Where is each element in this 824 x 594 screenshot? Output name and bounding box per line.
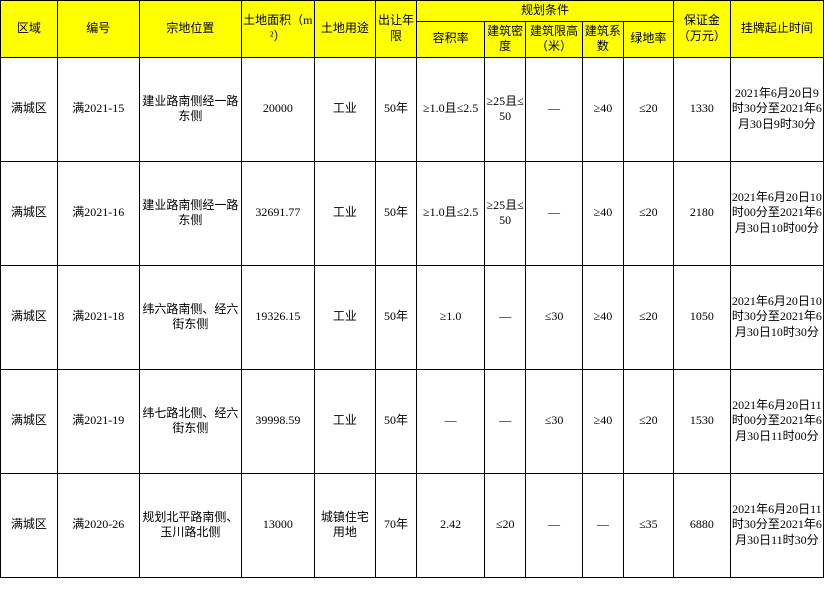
cell-deposit: 2180: [673, 161, 730, 265]
cell-density: —: [485, 265, 526, 369]
header-deposit: 保证金（万元）: [673, 1, 730, 58]
cell-years: 50年: [376, 265, 417, 369]
cell-deposit: 1530: [673, 369, 730, 473]
cell-height: —: [526, 161, 583, 265]
cell-density: —: [485, 369, 526, 473]
table-row: 满城区 满2020-26 规划北平路南侧、玉川路北侧 13000 城镇住宅用地 …: [1, 473, 824, 577]
cell-years: 50年: [376, 57, 417, 161]
cell-years: 50年: [376, 369, 417, 473]
cell-use: 工业: [314, 161, 375, 265]
table-row: 满城区 满2021-18 纬六路南侧、经六街东侧 19326.15 工业 50年…: [1, 265, 824, 369]
header-code: 编号: [57, 1, 139, 58]
cell-use: 工业: [314, 57, 375, 161]
cell-time: 2021年6月20日10时30分至2021年6月30日10时30分: [730, 265, 823, 369]
land-listing-table: 区域 编号 宗地位置 土地面积（m²） 土地用途 出让年限 规划条件 保证金（万…: [0, 0, 824, 578]
cell-height: —: [526, 473, 583, 577]
cell-years: 70年: [376, 473, 417, 577]
header-coef: 建筑系数: [582, 21, 623, 57]
cell-coef: ≥40: [582, 265, 623, 369]
header-area: 土地面积（m²）: [241, 1, 314, 58]
cell-years: 50年: [376, 161, 417, 265]
cell-coef: —: [582, 473, 623, 577]
cell-deposit: 1050: [673, 265, 730, 369]
header-use: 土地用途: [314, 1, 375, 58]
header-time: 挂牌起止时间: [730, 1, 823, 58]
cell-density: ≥25且≤50: [485, 57, 526, 161]
cell-code: 满2021-16: [57, 161, 139, 265]
cell-region: 满城区: [1, 161, 58, 265]
cell-location: 建业路南侧经一路东侧: [139, 57, 241, 161]
cell-ratio: ≥1.0且≤2.5: [417, 57, 485, 161]
cell-green: ≤20: [623, 265, 673, 369]
cell-area: 20000: [241, 57, 314, 161]
header-planning: 规划条件: [417, 1, 674, 22]
header-ratio: 容积率: [417, 21, 485, 57]
cell-code: 满2021-18: [57, 265, 139, 369]
cell-coef: ≥40: [582, 57, 623, 161]
cell-region: 满城区: [1, 473, 58, 577]
header-green: 绿地率: [623, 21, 673, 57]
header-region: 区域: [1, 1, 58, 58]
cell-code: 满2020-26: [57, 473, 139, 577]
cell-height: ≤30: [526, 369, 583, 473]
cell-ratio: —: [417, 369, 485, 473]
header-density: 建筑密度: [485, 21, 526, 57]
cell-code: 满2021-15: [57, 57, 139, 161]
cell-coef: ≥40: [582, 161, 623, 265]
cell-deposit: 1330: [673, 57, 730, 161]
cell-ratio: ≥1.0且≤2.5: [417, 161, 485, 265]
table-body: 满城区 满2021-15 建业路南侧经一路东侧 20000 工业 50年 ≥1.…: [1, 57, 824, 577]
cell-density: ≥25且≤50: [485, 161, 526, 265]
cell-area: 32691.77: [241, 161, 314, 265]
cell-green: ≤20: [623, 57, 673, 161]
table-row: 满城区 满2021-15 建业路南侧经一路东侧 20000 工业 50年 ≥1.…: [1, 57, 824, 161]
header-location: 宗地位置: [139, 1, 241, 58]
cell-height: —: [526, 57, 583, 161]
cell-area: 13000: [241, 473, 314, 577]
cell-use: 工业: [314, 265, 375, 369]
cell-use: 城镇住宅用地: [314, 473, 375, 577]
cell-green: ≤20: [623, 369, 673, 473]
cell-time: 2021年6月20日10时00分至2021年6月30日10时00分: [730, 161, 823, 265]
cell-region: 满城区: [1, 57, 58, 161]
cell-green: ≤35: [623, 473, 673, 577]
header-height: 建筑限高（米）: [526, 21, 583, 57]
cell-deposit: 6880: [673, 473, 730, 577]
cell-ratio: ≥1.0: [417, 265, 485, 369]
cell-region: 满城区: [1, 369, 58, 473]
cell-region: 满城区: [1, 265, 58, 369]
cell-location: 规划北平路南侧、玉川路北侧: [139, 473, 241, 577]
cell-area: 39998.59: [241, 369, 314, 473]
cell-time: 2021年6月20日11时00分至2021年6月30日11时00分: [730, 369, 823, 473]
header-years: 出让年限: [376, 1, 417, 58]
cell-time: 2021年6月20日9时30分至2021年6月30日9时30分: [730, 57, 823, 161]
table-header: 区域 编号 宗地位置 土地面积（m²） 土地用途 出让年限 规划条件 保证金（万…: [1, 1, 824, 58]
cell-height: ≤30: [526, 265, 583, 369]
cell-location: 纬七路北侧、经六街东侧: [139, 369, 241, 473]
cell-code: 满2021-19: [57, 369, 139, 473]
cell-coef: ≥40: [582, 369, 623, 473]
cell-time: 2021年6月20日11时30分至2021年6月30日11时30分: [730, 473, 823, 577]
table-row: 满城区 满2021-16 建业路南侧经一路东侧 32691.77 工业 50年 …: [1, 161, 824, 265]
cell-use: 工业: [314, 369, 375, 473]
cell-location: 纬六路南侧、经六街东侧: [139, 265, 241, 369]
cell-location: 建业路南侧经一路东侧: [139, 161, 241, 265]
cell-ratio: 2.42: [417, 473, 485, 577]
cell-density: ≤20: [485, 473, 526, 577]
table-row: 满城区 满2021-19 纬七路北侧、经六街东侧 39998.59 工业 50年…: [1, 369, 824, 473]
cell-green: ≤20: [623, 161, 673, 265]
cell-area: 19326.15: [241, 265, 314, 369]
